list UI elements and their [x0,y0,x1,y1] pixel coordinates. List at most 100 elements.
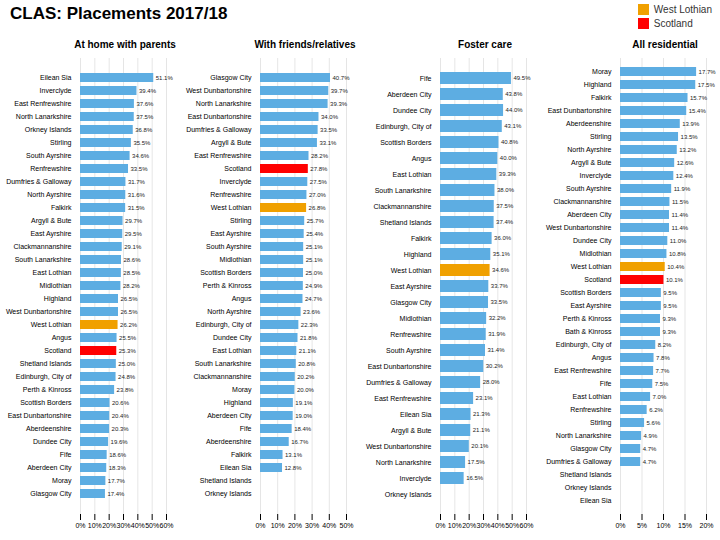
svg-text:39.7%: 39.7% [331,88,349,94]
svg-text:24.9%: 24.9% [305,283,323,289]
svg-text:East Renfrewshire: East Renfrewshire [374,395,431,402]
svg-text:Eilean Sia: Eilean Sia [40,74,72,81]
svg-text:Midlothian: Midlothian [220,256,252,263]
svg-text:East Lothian: East Lothian [213,347,252,354]
svg-text:Dundee City: Dundee City [213,334,252,342]
svg-text:North Ayrshire: North Ayrshire [567,146,611,154]
svg-text:Angus: Angus [232,295,252,303]
svg-text:34.6%: 34.6% [132,153,150,159]
svg-text:Glasgow City: Glasgow City [390,299,432,307]
svg-text:26.5%: 26.5% [120,296,138,302]
svg-text:10%: 10% [88,522,102,529]
svg-text:Renfrewshire: Renfrewshire [30,165,71,172]
svg-text:Aberdeenshire: Aberdeenshire [26,425,72,432]
svg-text:East Dunbartonshire: East Dunbartonshire [548,107,612,114]
svg-text:9.5%: 9.5% [663,303,677,309]
svg-text:38.0%: 38.0% [497,187,515,193]
svg-text:0%: 0% [615,522,625,529]
svg-text:Stirling: Stirling [230,217,252,225]
svg-text:West Lothian: West Lothian [571,263,612,270]
svg-text:Aberdeenshire: Aberdeenshire [206,438,252,445]
svg-text:Moray: Moray [52,477,72,485]
svg-text:35.1%: 35.1% [493,251,511,257]
svg-text:43.1%: 43.1% [504,123,522,129]
svg-text:Falkirk: Falkirk [411,235,432,242]
svg-text:Dundee City: Dundee City [573,237,612,245]
svg-text:32.2%: 32.2% [489,315,507,321]
svg-text:30%: 30% [476,522,490,529]
svg-text:31.7%: 31.7% [128,179,146,185]
svg-text:Bath & Kinross: Bath & Kinross [565,328,612,335]
svg-text:51.1%: 51.1% [156,75,174,81]
svg-text:25.1%: 25.1% [306,244,324,250]
svg-text:26.8%: 26.8% [309,205,327,211]
svg-text:23.1%: 23.1% [476,395,494,401]
svg-text:7.7%: 7.7% [656,368,670,374]
svg-text:24.8%: 24.8% [118,374,136,380]
svg-text:60%: 60% [519,522,533,529]
svg-text:Falkirk: Falkirk [231,451,252,458]
svg-text:East Lothian: East Lothian [33,269,72,276]
svg-text:9.5%: 9.5% [663,290,677,296]
svg-text:Renfrewshire: Renfrewshire [390,331,431,338]
svg-text:50%: 50% [339,522,353,529]
svg-text:Inverclyde: Inverclyde [40,87,72,95]
svg-text:50%: 50% [145,522,159,529]
svg-text:28.0%: 28.0% [483,379,501,385]
svg-text:30%: 30% [305,522,319,529]
svg-text:17.5%: 17.5% [468,459,486,465]
svg-text:East Ayrshire: East Ayrshire [570,302,611,310]
svg-text:11.4%: 11.4% [672,225,689,231]
svg-text:27.8%: 27.8% [310,166,328,172]
svg-text:Edinburgh, City of: Edinburgh, City of [16,373,72,381]
svg-text:40.7%: 40.7% [333,75,351,81]
svg-text:Renfrewshire: Renfrewshire [210,191,251,198]
svg-text:Orkney Islands: Orkney Islands [205,490,252,498]
svg-text:Shetland Islands: Shetland Islands [200,477,252,484]
svg-text:49.5%: 49.5% [513,75,531,81]
svg-text:North Lanarkshire: North Lanarkshire [16,113,72,120]
svg-text:24.7%: 24.7% [305,296,323,302]
svg-text:Glasgow City: Glasgow City [30,490,72,498]
svg-text:Argyll & Bute: Argyll & Bute [31,217,72,225]
svg-text:11.0%: 11.0% [670,238,687,244]
svg-text:East Dunbartonshire: East Dunbartonshire [368,363,432,370]
svg-text:40.0%: 40.0% [500,155,518,161]
svg-text:Highland: Highland [404,251,432,259]
svg-text:31.4%: 31.4% [488,347,506,353]
svg-text:21.8%: 21.8% [300,335,318,341]
svg-text:22.3%: 22.3% [301,322,319,328]
svg-text:West Dunbartonshire: West Dunbartonshire [186,87,252,94]
svg-text:21.1%: 21.1% [299,348,317,354]
svg-text:29.7%: 29.7% [125,218,143,224]
svg-text:Argyll & Bute: Argyll & Bute [571,159,612,167]
svg-text:19.1%: 19.1% [295,400,313,406]
svg-text:Aberdeen City: Aberdeen City [567,211,612,219]
svg-text:21.3%: 21.3% [473,411,491,417]
svg-text:10%: 10% [271,522,285,529]
svg-text:Glasgow City: Glasgow City [570,445,612,453]
svg-text:West Lothian: West Lothian [391,267,432,274]
svg-text:7.8%: 7.8% [656,355,670,361]
svg-text:Moray: Moray [232,386,252,394]
svg-text:26.2%: 26.2% [120,322,138,328]
svg-text:Dumfries & Galloway: Dumfries & Galloway [366,379,432,387]
svg-text:25.0%: 25.0% [118,361,136,367]
svg-text:Dumfries & Galloway: Dumfries & Galloway [546,458,612,466]
svg-text:40.8%: 40.8% [501,139,519,145]
svg-text:Angus: Angus [52,334,72,342]
svg-text:25.1%: 25.1% [306,257,324,263]
svg-text:North Lanarkshire: North Lanarkshire [196,100,252,107]
svg-text:4.7%: 4.7% [643,446,657,452]
svg-text:26.5%: 26.5% [120,309,138,315]
svg-text:Inverclyde: Inverclyde [220,178,252,186]
svg-text:Aberdeen City: Aberdeen City [207,412,252,420]
svg-text:15.7%: 15.7% [690,95,708,101]
svg-text:40%: 40% [131,522,145,529]
svg-text:Highland: Highland [584,81,612,89]
svg-text:11.4%: 11.4% [672,212,689,218]
svg-text:West Lothian: West Lothian [31,321,72,328]
svg-text:Moray: Moray [592,68,612,76]
svg-text:31.5%: 31.5% [128,205,146,211]
svg-text:20.3%: 20.3% [112,426,130,432]
